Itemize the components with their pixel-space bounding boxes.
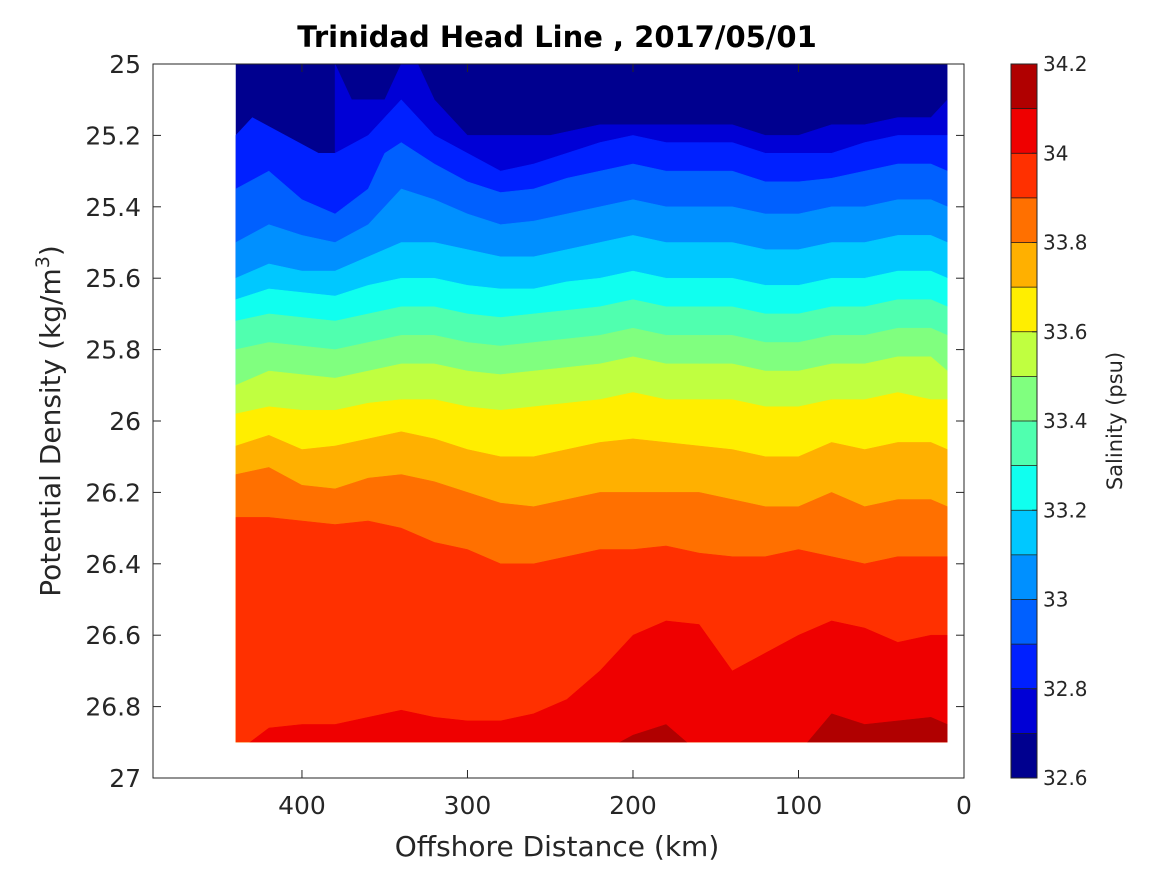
y-axis-title-close: ) <box>34 245 67 256</box>
colorbar-tick-label: 32.8 <box>1043 677 1088 701</box>
y-tick-label: 26.2 <box>85 478 141 507</box>
x-tick-label: 400 <box>278 791 326 820</box>
colorbar-segment <box>1011 197 1037 243</box>
x-axis: 400 300 200 100 0 <box>278 64 972 820</box>
y-axis-title-main: Potential Density (kg/m <box>34 268 67 597</box>
y-tick-label: 26 <box>109 407 141 436</box>
y-axis: 25 25.2 25.4 25.6 25.8 26 26.2 26.4 26.6 26.8 27 <box>85 50 964 793</box>
colorbar-tick-label: 34.2 <box>1043 52 1088 76</box>
colorbar-segment <box>1011 331 1037 377</box>
colorbar-segment <box>1011 465 1037 511</box>
x-axis-title: Offshore Distance (km) <box>395 830 720 863</box>
colorbar-tick-label: 34 <box>1043 141 1068 165</box>
colorbar-tick-label: 33.8 <box>1043 231 1088 255</box>
colorbar-tick-label: 33.4 <box>1043 409 1088 433</box>
colorbar-segment <box>1011 554 1037 600</box>
colorbar-tick-label: 33.6 <box>1043 320 1088 344</box>
colorbar-tick-label: 33.2 <box>1043 498 1088 522</box>
colorbar-segment <box>1011 64 1037 110</box>
colorbar-tick-label: 32.6 <box>1043 766 1088 790</box>
y-tick-label: 26.6 <box>85 621 141 650</box>
colorbar-segment <box>1011 287 1037 333</box>
colorbar-segment <box>1011 108 1037 154</box>
colorbar-segment <box>1011 510 1037 556</box>
y-tick-label: 26.8 <box>85 693 141 722</box>
x-tick-label: 300 <box>444 791 492 820</box>
x-tick-label: 0 <box>956 791 972 820</box>
y-tick-label: 25.6 <box>85 264 141 293</box>
x-tick-label: 100 <box>775 791 823 820</box>
y-tick-label: 25.2 <box>85 121 141 150</box>
colorbar-segment <box>1011 153 1037 199</box>
y-tick-label: 26.4 <box>85 550 141 579</box>
contour-band-34-1 <box>599 713 948 743</box>
colorbar-segment <box>1011 599 1037 645</box>
colorbar-title: Salinity (psu) <box>1103 352 1127 490</box>
colorbar-ticks: 32.6 32.8 33 33.2 33.4 33.6 33.8 34 34.2 <box>1032 52 1088 790</box>
chart-title: Trinidad Head Line , 2017/05/01 <box>297 20 817 54</box>
y-tick-label: 25 <box>109 50 141 79</box>
contour-fills <box>235 64 948 743</box>
colorbar-segment <box>1011 733 1037 779</box>
colorbar-segment <box>1011 242 1037 288</box>
colorbar-tick-label: 33 <box>1043 588 1068 612</box>
colorbar-segment <box>1011 421 1037 467</box>
colorbar-segment <box>1011 376 1037 422</box>
x-tick-label: 200 <box>609 791 657 820</box>
y-tick-label: 25.8 <box>85 336 141 365</box>
y-tick-label: 25.4 <box>85 193 141 222</box>
contour-band-34 <box>235 620 948 743</box>
colorbar-segment <box>1011 688 1037 734</box>
y-axis-title: Potential Density (kg/m3) <box>32 245 67 597</box>
colorbar-segment <box>1011 644 1037 690</box>
y-tick-label: 27 <box>109 764 141 793</box>
y-axis-title-sup: 3 <box>32 256 54 268</box>
colorbar <box>1011 64 1037 779</box>
